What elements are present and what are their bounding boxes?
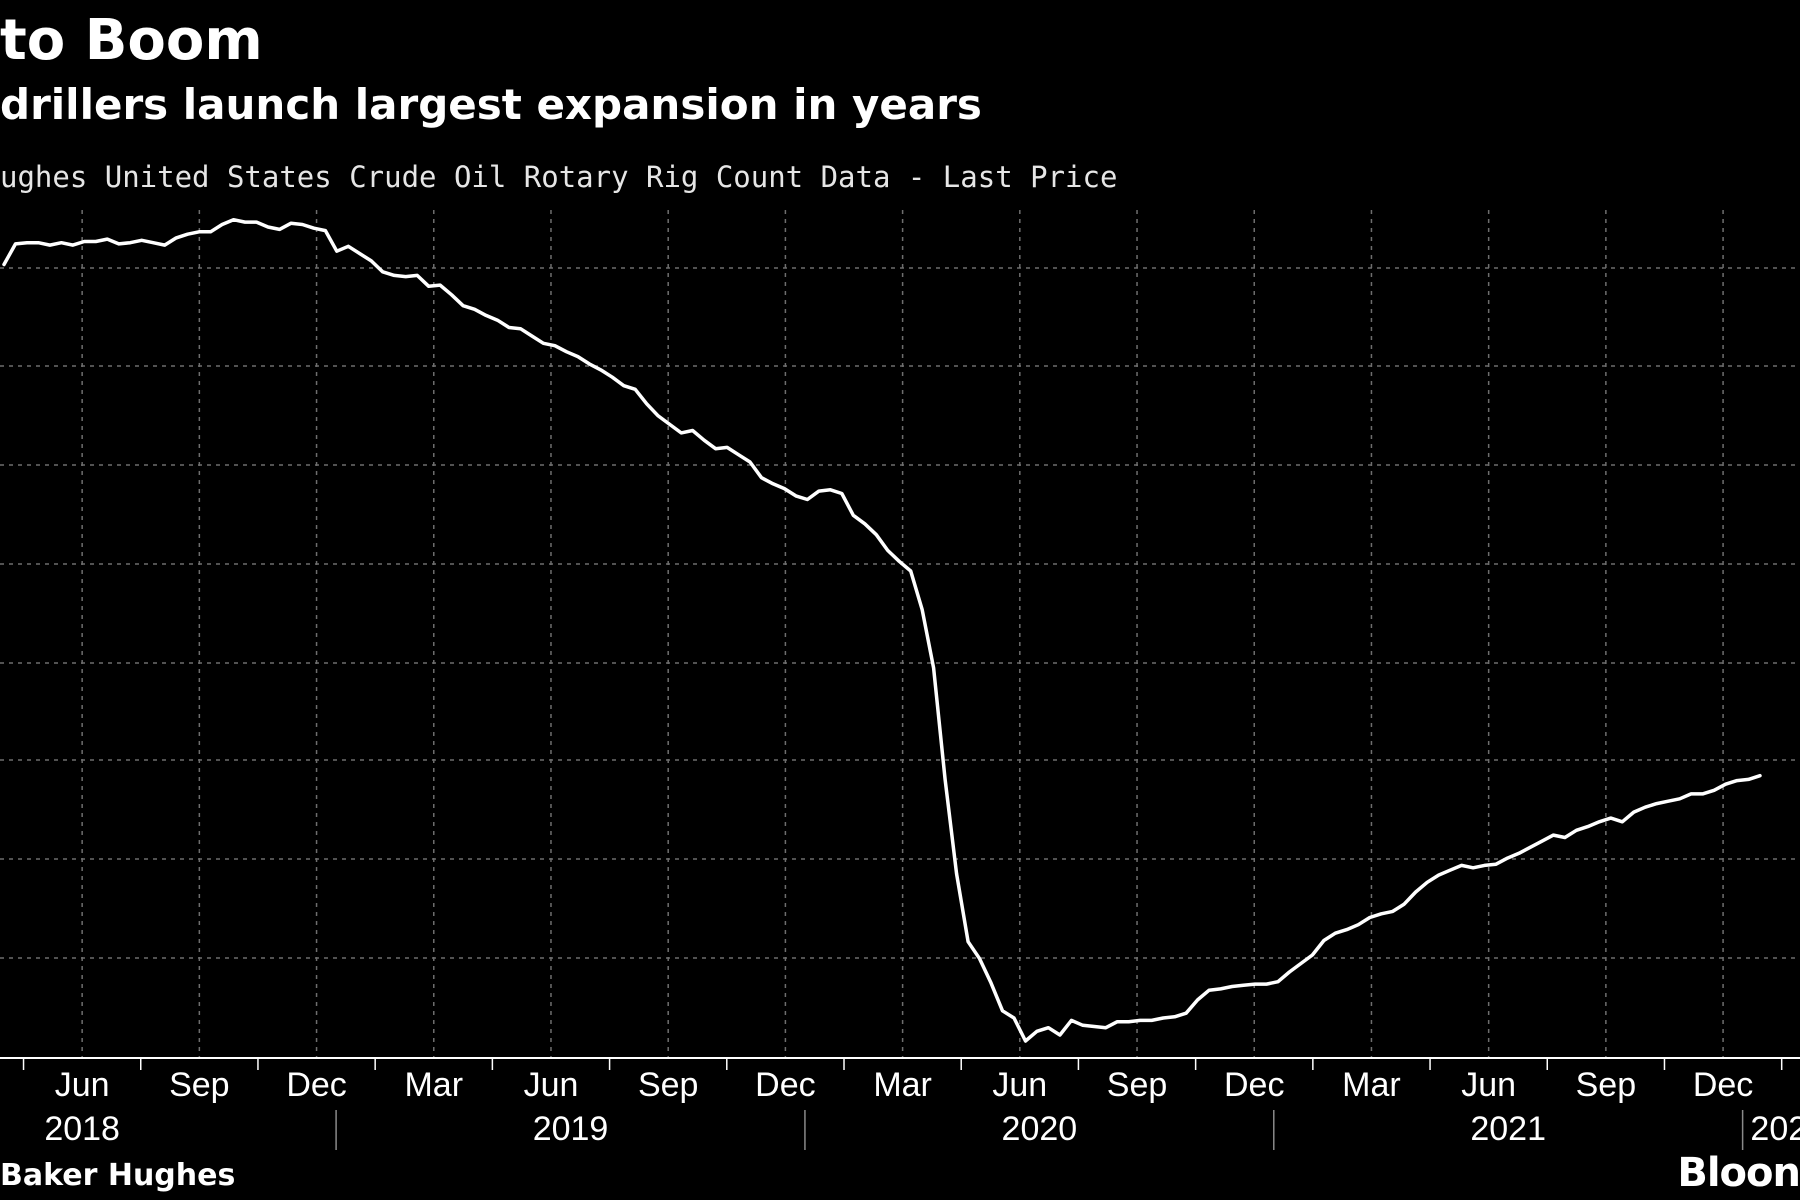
source-label: Baker Hughes (0, 1158, 236, 1193)
brand-logo: Bloon (1677, 1150, 1800, 1196)
x-tick-label: Jun (55, 1066, 110, 1104)
x-tick-label: Dec (755, 1066, 815, 1104)
x-tick-label: Jun (524, 1066, 579, 1104)
year-label: 2021 (1470, 1110, 1546, 1148)
x-tick-label: Mar (1342, 1066, 1401, 1104)
x-tick-label: Dec (1224, 1066, 1284, 1104)
chart-subtitle: drillers launch largest expansion in yea… (0, 80, 982, 129)
series-line (2, 217, 1762, 1043)
x-tick-label: Jun (992, 1066, 1047, 1104)
x-tick-label: Jun (1461, 1066, 1516, 1104)
year-label: 2022 (1750, 1110, 1800, 1148)
x-tick-label: Dec (286, 1066, 346, 1104)
x-tick-label: Sep (1576, 1066, 1637, 1104)
x-tick-label: Mar (873, 1066, 932, 1104)
x-tick-label: Mar (404, 1066, 463, 1104)
year-label: 2018 (44, 1110, 120, 1148)
x-tick-label: Sep (169, 1066, 230, 1104)
year-label: 2019 (533, 1110, 609, 1148)
x-tick-label: Sep (638, 1066, 699, 1104)
x-tick-label: Sep (1107, 1066, 1168, 1104)
series-label: ughes United States Crude Oil Rotary Rig… (0, 160, 1118, 194)
chart-title: to Boom (0, 8, 263, 73)
x-tick-label: Dec (1693, 1066, 1753, 1104)
year-label: 2020 (1002, 1110, 1078, 1148)
